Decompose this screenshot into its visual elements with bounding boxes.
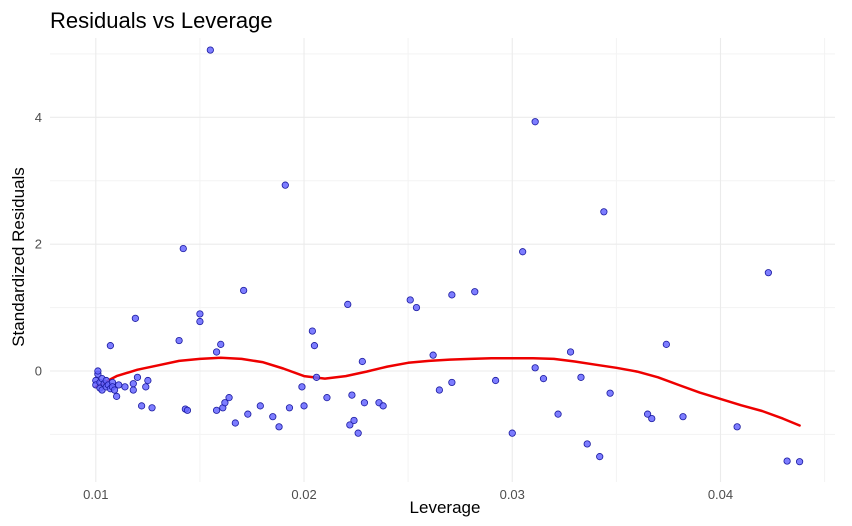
- data-point: [554, 410, 562, 418]
- data-point: [435, 386, 443, 394]
- data-point: [577, 373, 585, 381]
- data-point: [281, 181, 289, 189]
- data-point: [583, 440, 591, 448]
- data-point: [596, 453, 604, 461]
- data-point: [310, 342, 319, 350]
- data-point: [348, 391, 356, 399]
- data-point: [121, 383, 129, 391]
- data-point: [179, 244, 187, 253]
- data-point: [531, 118, 539, 126]
- data-point: [508, 429, 516, 437]
- data-point: [129, 386, 137, 394]
- data-point: [269, 413, 277, 421]
- y-axis-ticks: 0 2 4: [35, 110, 42, 379]
- data-point: [285, 404, 294, 412]
- data-point: [606, 389, 614, 397]
- data-point: [471, 288, 479, 296]
- x-axis-ticks: 0.01 0.02 0.03 0.04: [83, 487, 733, 502]
- data-point: [275, 423, 283, 431]
- data-point: [448, 291, 456, 299]
- data-point: [539, 375, 548, 383]
- data-points: [92, 46, 804, 466]
- data-point: [183, 406, 192, 414]
- data-point: [212, 406, 221, 414]
- x-tick-label: 0.03: [500, 487, 525, 502]
- data-point: [148, 404, 156, 412]
- data-point: [131, 314, 139, 322]
- data-point: [110, 386, 119, 394]
- data-point: [144, 376, 152, 385]
- data-point: [662, 340, 670, 348]
- smooth-trend-line: [94, 356, 801, 427]
- data-point: [600, 208, 608, 216]
- data-point: [212, 348, 221, 356]
- data-point: [256, 402, 264, 410]
- data-point: [231, 419, 239, 427]
- data-point: [643, 410, 652, 418]
- data-point: [138, 402, 146, 410]
- data-point: [142, 383, 150, 391]
- y-tick-label: 4: [35, 110, 42, 125]
- data-point: [129, 380, 137, 388]
- data-point: [217, 340, 225, 348]
- data-point: [519, 248, 527, 256]
- x-tick-label: 0.04: [708, 487, 733, 502]
- data-point: [308, 327, 316, 335]
- x-tick-label: 0.01: [83, 487, 108, 502]
- x-tick-label: 0.02: [291, 487, 316, 502]
- data-point: [113, 392, 121, 400]
- data-point: [733, 423, 741, 431]
- chart-title: Residuals vs Leverage: [50, 8, 273, 33]
- data-point: [379, 402, 387, 410]
- data-point: [94, 367, 102, 375]
- data-point: [406, 296, 414, 304]
- data-point: [679, 413, 687, 421]
- data-point: [344, 300, 352, 308]
- data-point: [312, 373, 321, 381]
- data-point: [354, 429, 362, 437]
- data-point: [106, 342, 114, 350]
- y-axis-title: Standardized Residuals: [9, 167, 28, 347]
- data-point: [448, 378, 456, 387]
- data-point: [764, 269, 772, 277]
- data-point: [350, 416, 358, 425]
- data-point: [244, 410, 252, 418]
- data-point: [196, 317, 204, 326]
- data-point: [300, 402, 308, 410]
- data-point: [175, 336, 183, 345]
- data-point: [566, 348, 575, 356]
- data-point: [240, 286, 248, 295]
- data-point: [225, 394, 233, 402]
- data-point: [346, 421, 354, 429]
- data-point: [783, 457, 791, 465]
- y-tick-label: 0: [35, 364, 42, 379]
- data-point: [196, 310, 204, 318]
- data-point: [360, 399, 369, 407]
- data-point: [412, 303, 421, 312]
- data-point: [323, 394, 331, 402]
- data-point: [115, 381, 123, 389]
- data-point: [531, 364, 539, 372]
- data-point: [648, 414, 656, 423]
- y-tick-label: 2: [35, 237, 42, 252]
- data-point: [796, 458, 804, 466]
- data-point: [358, 357, 366, 366]
- data-point: [206, 46, 214, 54]
- data-point: [298, 383, 306, 391]
- data-point: [429, 351, 437, 359]
- data-point: [221, 399, 229, 407]
- data-point: [133, 373, 142, 381]
- x-axis-title: Leverage: [410, 498, 481, 517]
- grid-lines: [50, 38, 835, 482]
- data-point: [491, 376, 500, 385]
